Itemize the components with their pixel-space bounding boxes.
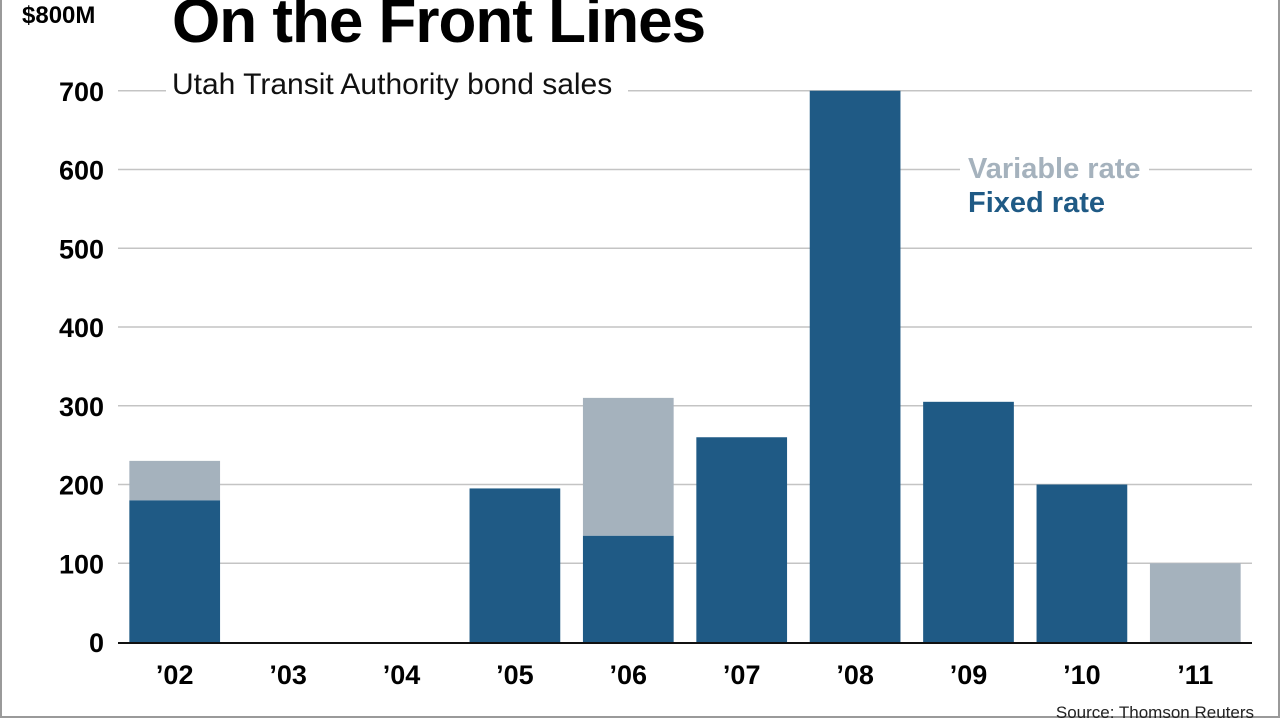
y-tick-label: 600 — [59, 156, 104, 186]
bar-fixed-rate — [1036, 484, 1128, 642]
bar-fixed-rate — [809, 90, 901, 642]
x-tick-label: ’04 — [383, 660, 421, 690]
x-tick-label: ’06 — [610, 660, 648, 690]
x-tick-label: ’03 — [269, 660, 307, 690]
bar-variable-rate — [129, 460, 221, 501]
bar-fixed-rate — [696, 437, 788, 642]
y-axis-unit-label: $800M — [22, 2, 96, 29]
x-axis-ticks: ’02 ’03 ’04 ’05 ’06 ’07 ’08 ’09 ’10 ’11 — [156, 660, 1213, 690]
x-tick-label: ’02 — [156, 660, 194, 690]
y-axis-ticks: 0 100 200 300 400 500 600 700 — [59, 77, 104, 658]
x-tick-label: ’05 — [496, 660, 534, 690]
y-tick-label: 700 — [59, 77, 104, 107]
bar-fixed-rate — [129, 500, 221, 642]
chart-title: On the Front Lines — [168, 0, 720, 57]
y-tick-label: 100 — [59, 549, 104, 579]
bar-fixed-rate — [582, 535, 674, 642]
y-tick-label: 500 — [59, 234, 104, 264]
x-tick-label: ’10 — [1063, 660, 1101, 690]
legend: Variable rate Fixed rate — [960, 150, 1149, 222]
legend-entry-variable-rate: Variable rate — [968, 153, 1141, 185]
bar-variable-rate — [1149, 563, 1241, 642]
gridlines — [118, 90, 1252, 564]
chart-subtitle: Utah Transit Authority bond sales — [166, 68, 629, 102]
y-tick-label: 400 — [59, 313, 104, 343]
x-tick-label: ’11 — [1177, 660, 1213, 690]
x-tick-label: ’08 — [836, 660, 874, 690]
legend-entry-fixed-rate: Fixed rate — [968, 187, 1105, 219]
bar-fixed-rate — [469, 488, 561, 642]
source-note: Source: Thomson Reuters — [1055, 703, 1254, 722]
y-tick-label: 300 — [59, 392, 104, 422]
y-tick-label: 0 — [89, 628, 104, 658]
bars — [129, 90, 1241, 642]
y-tick-label: 200 — [59, 471, 104, 501]
x-tick-label: ’09 — [950, 660, 988, 690]
x-tick-label: ’07 — [723, 660, 761, 690]
bar-fixed-rate — [923, 401, 1014, 642]
bar-variable-rate — [582, 397, 674, 536]
